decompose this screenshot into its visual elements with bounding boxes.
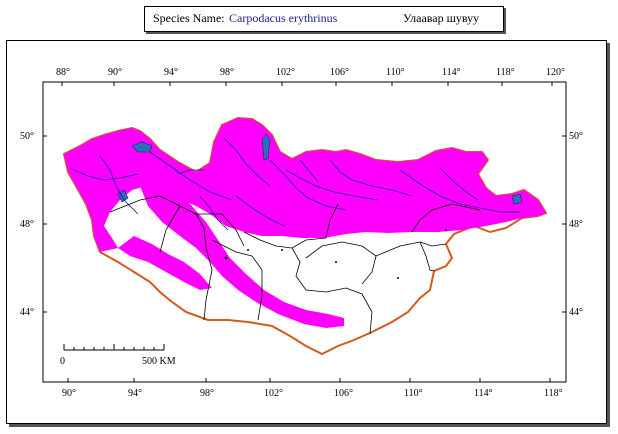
top-tick-label: 114° [442,67,461,78]
right-tick-label: 50° [569,131,583,142]
top-tick-label: 106° [330,67,349,78]
left-tick-label: 44° [20,307,34,318]
scale-start-label: 0 [60,356,65,367]
bottom-tick-label: 98° [200,388,214,399]
lake-buir [511,193,523,205]
local-name: Улаавар шувуу [403,11,480,25]
bottom-tick-label: 118° [544,388,563,399]
right-tick-label: 44° [569,307,583,318]
range-southwest-band [140,178,344,328]
top-tick-label: 90° [108,67,122,78]
bottom-tick-label: 110° [404,388,423,399]
right-tick-label: 48° [569,219,583,230]
lake-khar-us [117,189,129,203]
species-title-box: Species Name: Carpodacus erythrinus Улаа… [144,6,504,32]
range-north [64,118,546,252]
top-tick-label: 102° [276,67,295,78]
province-boundaries [109,195,481,335]
scale-bar [63,344,165,351]
lake-khuvsgul [261,133,271,161]
left-tick-label: 50° [20,131,34,142]
top-tick-label: 120° [546,67,565,78]
bottom-tick-label: 106° [334,388,353,399]
species-name-label: Species Name: [153,11,225,25]
bottom-tick-label: 94° [128,388,142,399]
left-axis: 50° 48° 44° [20,131,47,318]
right-axis: 50° 48° 44° [562,131,583,318]
top-tick-label: 88° [56,67,70,78]
top-tick-label: 110° [386,67,405,78]
top-tick-label: 98° [220,67,234,78]
left-tick-label: 48° [20,219,34,230]
bottom-axis: 90° 94° 98° 102° 106° 110° 114° 118° [62,378,563,399]
bottom-tick-label: 102° [264,388,283,399]
range-west-band [118,236,212,290]
bottom-tick-label: 90° [62,388,76,399]
top-tick-label: 94° [164,67,178,78]
scale-end-label: 500 KM [142,356,176,367]
settlement-dots [224,229,447,279]
top-tick-label: 118° [496,67,515,78]
scientific-name: Carpodacus erythrinus [229,11,338,25]
bottom-tick-label: 114° [474,388,493,399]
top-axis: 88° 90° 94° 98° 102° 106° 110° 114° 118° 120° [56,67,565,86]
lake-uvs [131,141,153,153]
